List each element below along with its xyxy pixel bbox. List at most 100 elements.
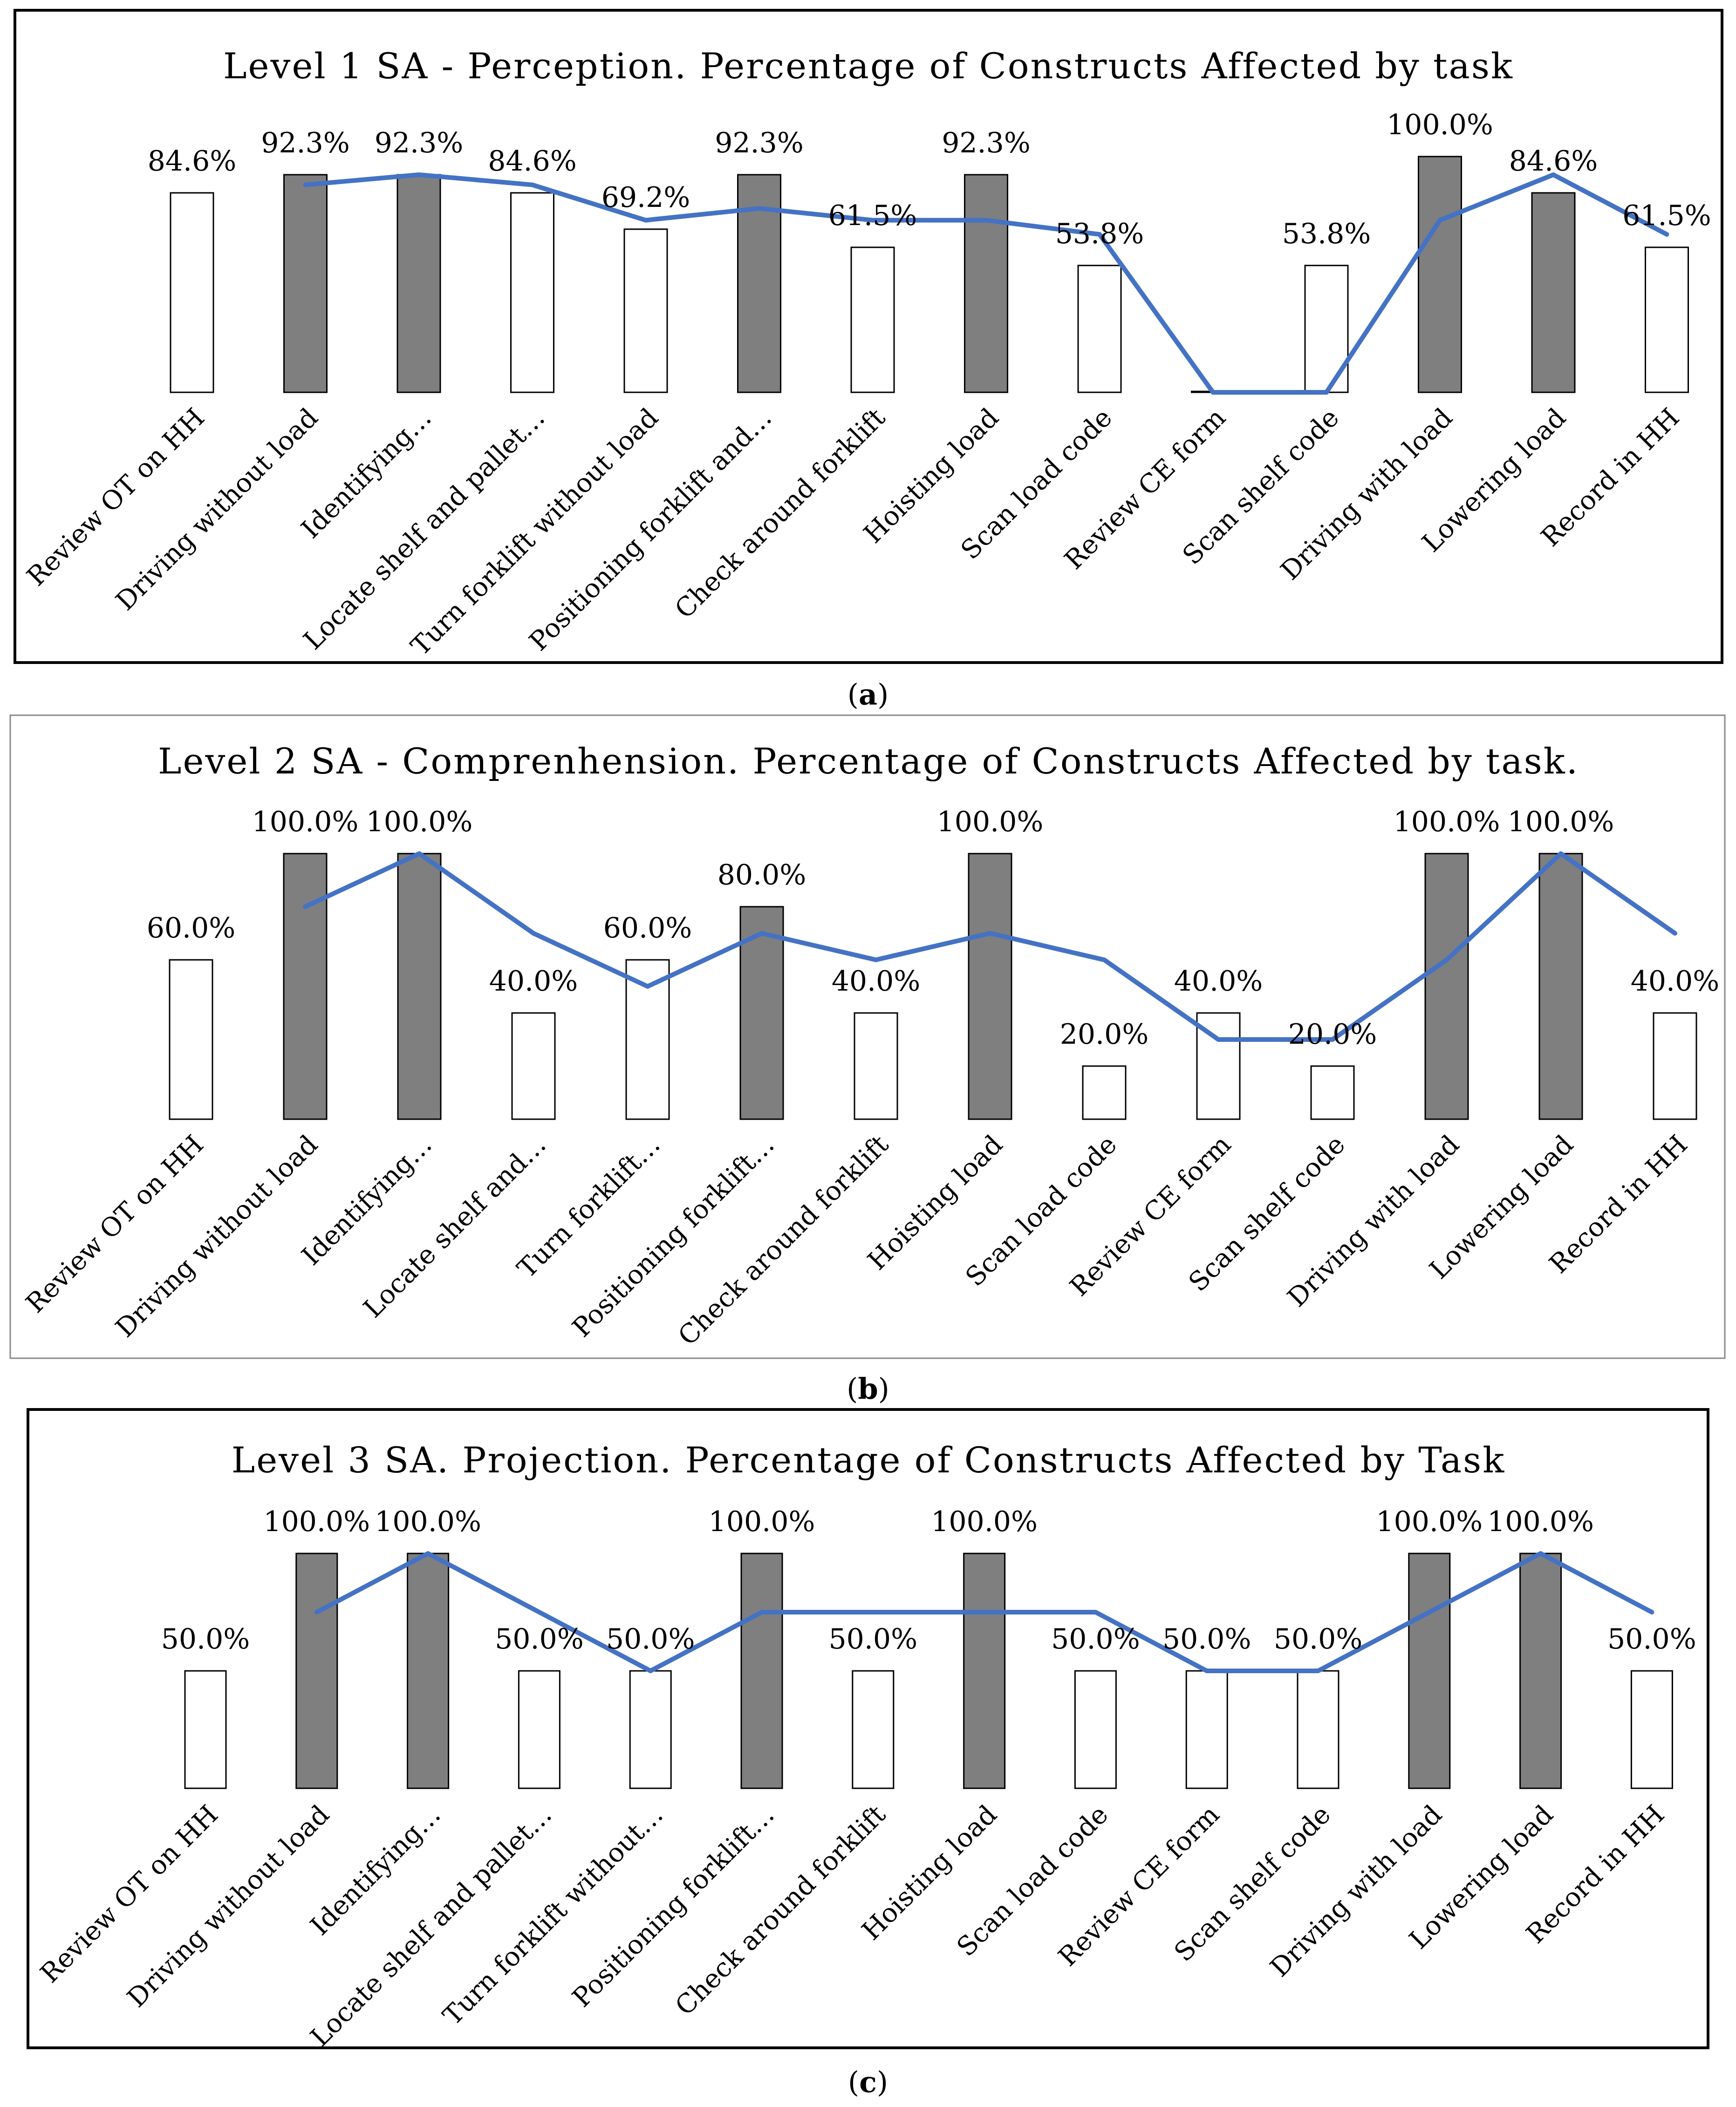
data-label-b-7: 40.0% (832, 965, 921, 998)
panel-caption-b: (b) (847, 1372, 889, 1406)
bar-b-lowering-load (1538, 853, 1583, 1120)
bar-a-hoisting-load (964, 174, 1008, 393)
bar-c-driving-with-load (1408, 1553, 1451, 1789)
bar-c-driving-without-load (295, 1553, 338, 1789)
data-label-b-2: 100.0% (252, 806, 359, 838)
data-labels-b: 60.0%100.0% 100.0%40.0%60.0%80.0%40.0%100… (147, 806, 1720, 1051)
bar-b-driving-without-load (283, 853, 328, 1120)
trend-a (303, 172, 1669, 395)
data-label-b-5: 60.0% (603, 912, 692, 944)
data-label-c-14: 50.0% (1607, 1623, 1696, 1656)
chart-title-a: Level 1 SA - Perception. Percentage of C… (223, 45, 1514, 87)
data-label-c-4: 50.0% (495, 1623, 584, 1656)
bar-a-identifying (396, 174, 441, 393)
data-label-a-5: 69.2% (601, 181, 690, 214)
bar-a-locate-shelf-and-pallet (510, 192, 554, 393)
data-label-b-3: 100.0% (366, 806, 473, 838)
data-label-c-9: 50.0% (1051, 1623, 1140, 1656)
bar-a-record-in-hh (1645, 246, 1689, 393)
bar-b-scan-shelf-code (1310, 1065, 1355, 1120)
bar-c-identifying (407, 1553, 450, 1789)
data-label-b-13: 100.0% (1508, 806, 1614, 838)
bar-b-review-ot-on-hh (169, 959, 213, 1120)
data-label-b-4: 40.0% (489, 965, 578, 998)
data-label-a-3: 92.3% (375, 127, 464, 159)
chart-panel-b: Level 2 SA - Comprenhension. Percentage … (9, 714, 1726, 1359)
data-label-c-10: 50.0% (1162, 1623, 1251, 1656)
data-label-b-1: 60.0% (147, 912, 236, 944)
panel-caption-a: (a) (847, 677, 889, 711)
bars-a (170, 156, 1689, 393)
bar-a-check-around-forklift (850, 246, 895, 393)
data-label-c-6: 100.0% (709, 1505, 815, 1538)
data-label-b-14: 40.0% (1631, 965, 1720, 998)
trend-b (303, 851, 1677, 1042)
data-label-a-12: 100.0% (1387, 109, 1493, 141)
data-label-c-13: 100.0% (1487, 1505, 1594, 1538)
bar-c-scan-load-code (1074, 1670, 1117, 1789)
data-label-c-12: 100.0% (1376, 1505, 1483, 1538)
bar-c-record-in-hh (1630, 1670, 1673, 1789)
bar-c-positioning-forklift (740, 1553, 783, 1789)
data-label-c-2: 100.0% (263, 1505, 370, 1538)
chart-title-c: Level 3 SA. Projection. Percentage of Co… (232, 1439, 1506, 1481)
data-label-b-12: 100.0% (1394, 806, 1500, 838)
data-label-a-6: 92.3% (715, 127, 804, 159)
bar-b-driving-with-load (1424, 853, 1469, 1120)
bar-b-check-around-forklift (854, 1012, 898, 1120)
bar-c-review-ot-on-hh (184, 1670, 227, 1789)
bar-b-hoisting-load (968, 853, 1012, 1120)
data-label-b-8: 100.0% (937, 806, 1044, 838)
bars-c (184, 1553, 1673, 1789)
bar-b-identifying (397, 853, 442, 1120)
bar-c-review-ce-form (1185, 1670, 1228, 1789)
data-label-a-1: 84.6% (148, 145, 237, 178)
bar-b-record-in-hh (1653, 1012, 1697, 1120)
bar-a-driving-without-load (283, 174, 328, 393)
data-label-c-5: 50.0% (606, 1623, 695, 1656)
bar-b-locate-shelf-and (511, 1012, 556, 1120)
bar-a-turn-forklift-without-load (623, 228, 668, 393)
bar-a-lowering-load (1531, 192, 1576, 393)
data-label-c-7: 50.0% (828, 1623, 917, 1656)
panel-caption-c-letter: c (859, 2065, 877, 2099)
data-label-b-11: 20.0% (1288, 1018, 1377, 1051)
panel-caption-c: (c) (848, 2065, 888, 2099)
chart-panel-c: Level 3 SA. Projection. Percentage of Co… (27, 1408, 1709, 2052)
panel-caption-b-letter: b (858, 1372, 878, 1406)
data-label-a-9: 53.8% (1055, 218, 1144, 250)
bar-b-scan-load-code (1082, 1065, 1127, 1120)
data-labels-c: 50.0%100.0% 100.0%50.0% 50.0%100.0%50.0%10… (161, 1505, 1696, 1656)
data-label-a-7: 61.5% (828, 199, 917, 232)
chart-panel-a: Level 1 SA - Perception. Percentage of C… (14, 9, 1723, 664)
data-labels-a: 84.6% 92.3% 92.3% 84.6% 69.2% 92.3% 61.5% 92.3%… (148, 109, 1711, 250)
data-label-c-11: 50.0% (1274, 1623, 1363, 1656)
data-label-c-1: 50.0% (161, 1623, 250, 1656)
bar-c-scan-shelf-code (1297, 1670, 1340, 1789)
bar-c-turn-forklift-without (629, 1670, 672, 1789)
data-label-a-2: 92.3% (261, 127, 350, 159)
bar-b-turn-forklift (625, 959, 670, 1120)
panel-caption-a-letter: a (859, 677, 877, 711)
bar-c-check-around-forklift (852, 1670, 895, 1789)
data-label-c-3: 100.0% (375, 1505, 481, 1538)
bar-a-review-ot-on-hh (170, 192, 214, 393)
trend-line-a (303, 172, 1669, 395)
bar-a-scan-load-code (1077, 265, 1122, 393)
data-label-a-4: 84.6% (488, 145, 577, 178)
chart-title-b: Level 2 SA - Comprenhension. Percentage … (158, 740, 1579, 782)
trend-line-c (314, 1551, 1654, 1673)
data-label-a-14: 61.5% (1622, 199, 1711, 232)
data-label-b-9: 20.0% (1060, 1018, 1149, 1051)
bar-a-driving-with-load (1418, 156, 1462, 393)
bar-c-hoisting-load (963, 1553, 1006, 1789)
bar-c-lowering-load (1519, 1553, 1562, 1789)
bars-b (169, 853, 1697, 1120)
data-label-a-13: 84.6% (1509, 145, 1598, 178)
trend-c (314, 1551, 1654, 1673)
bar-c-locate-shelf-and-pallet (518, 1670, 560, 1789)
data-label-c-8: 100.0% (931, 1505, 1038, 1538)
data-label-a-8: 92.3% (942, 127, 1031, 159)
trend-line-b (303, 851, 1677, 1042)
